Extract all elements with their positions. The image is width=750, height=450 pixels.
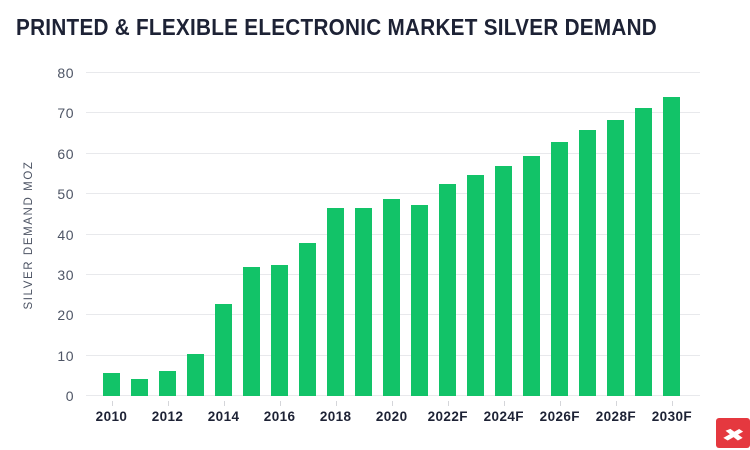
bar-2012 (159, 370, 177, 396)
y-tick-label: 80 (57, 65, 74, 81)
bar-2024F (495, 165, 513, 396)
bar-2017 (299, 243, 317, 396)
bar-2027F (579, 129, 597, 396)
bar-2021 (411, 204, 429, 396)
bar-2015 (243, 266, 261, 396)
y-tick-label: 70 (57, 105, 74, 122)
bar-2010 (103, 373, 120, 396)
y-tick-label: 30 (57, 266, 74, 283)
x-tick-label: 2022F (427, 409, 468, 424)
y-tick-label: 60 (57, 145, 74, 162)
x-tick (503, 401, 505, 406)
y-tick-label: 50 (57, 186, 74, 203)
y-tick-label: 20 (57, 307, 74, 324)
bar-2026F (551, 141, 569, 396)
x-tick-label: 2018 (319, 409, 352, 424)
x-tick (559, 401, 561, 406)
gridline (86, 193, 700, 195)
x-tick (279, 401, 281, 406)
bar-2020 (383, 198, 401, 396)
x-tick (111, 401, 113, 406)
x-tick-label: 2010 (95, 409, 128, 424)
bar-2023F (467, 175, 485, 396)
y-tick-label: 10 (57, 347, 74, 364)
bar-2013 (187, 354, 205, 396)
plot-area (86, 72, 700, 396)
bar-2029F (635, 108, 653, 396)
xtb-logo-glyph-icon (723, 428, 744, 441)
x-tick (167, 401, 169, 406)
x-tick-label: 2012 (151, 409, 184, 424)
bar-2019 (355, 208, 373, 396)
bar-2028F (607, 119, 625, 396)
bar-2014 (215, 304, 233, 396)
x-tick (335, 401, 337, 406)
x-tick-label: 2016 (263, 409, 296, 424)
gridline (86, 152, 700, 154)
gridline (86, 112, 700, 114)
y-axis-tick-labels: 0 10 20 30 40 50 60 70 80 (0, 65, 74, 404)
chart-title: PRINTED & FLEXIBLE ELECTRONIC MARKET SIL… (16, 14, 658, 40)
bar-2011 (131, 379, 149, 396)
x-tick (391, 401, 393, 406)
bar-2025F (523, 155, 541, 396)
y-tick-label: 0 (65, 388, 74, 404)
x-tick (671, 401, 673, 406)
x-tick (447, 401, 449, 406)
y-tick-label: 40 (57, 226, 74, 243)
bar-2022F (439, 183, 457, 396)
x-tick-label: 2026F (539, 409, 580, 424)
x-tick-label: 2024F (483, 409, 524, 424)
x-tick-label: 2028F (595, 409, 636, 424)
x-tick (223, 401, 225, 406)
x-tick (615, 401, 617, 406)
bar-2018 (327, 208, 345, 396)
x-tick-label: 2020 (375, 409, 408, 424)
gridline (86, 72, 700, 73)
x-tick-label: 2014 (207, 409, 240, 424)
bar-2016 (271, 264, 289, 396)
x-tick-label: 2030F (651, 409, 693, 424)
xtb-logo (716, 418, 750, 448)
bar-2030F (663, 97, 681, 396)
